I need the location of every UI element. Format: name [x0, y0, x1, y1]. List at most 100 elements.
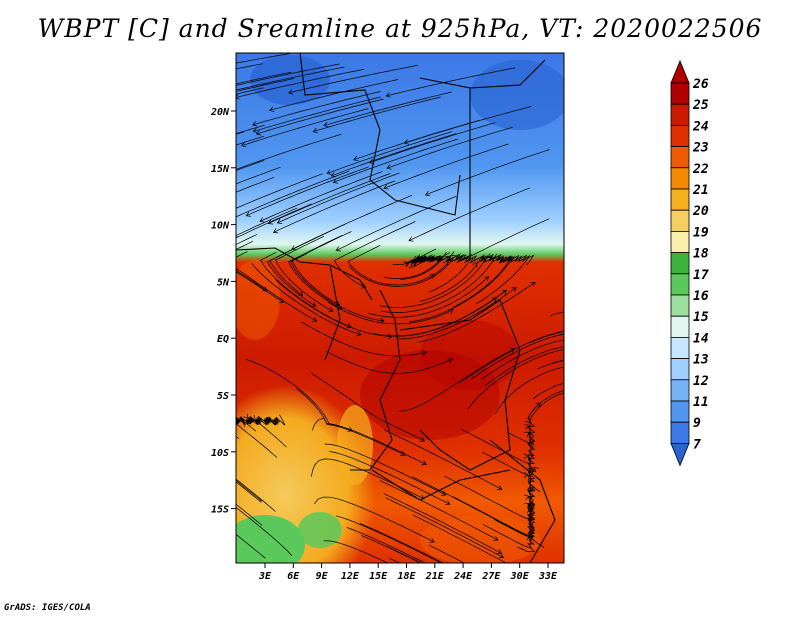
streamline-arrow [447, 255, 454, 261]
streamline-arrow [191, 470, 196, 475]
lon-tick-label: 24E [453, 571, 473, 582]
streamline [533, 382, 564, 399]
streamline-arrow [288, 89, 294, 95]
streamline-arrow [243, 413, 249, 419]
streamline [416, 255, 452, 279]
streamline [333, 138, 459, 183]
lon-tick-label: 33E [538, 571, 558, 582]
streamline-arrow [141, 204, 146, 209]
streamline [408, 256, 514, 323]
streamline-arrow [158, 212, 163, 217]
streamline-arrow [524, 431, 530, 437]
streamline-arrow [311, 316, 318, 322]
streamline [386, 126, 513, 169]
lon-tick-label: 27E [481, 571, 501, 582]
lat-tick-label: 5S [217, 391, 229, 402]
streamline-arrow [210, 88, 215, 93]
streamline [383, 429, 502, 490]
streamline-arrow [387, 333, 393, 340]
streamline [236, 481, 262, 503]
colorbar-label: 11 [693, 395, 709, 410]
streamline-arrow [259, 217, 265, 223]
streamline [483, 503, 535, 550]
streamline-arrow [165, 473, 170, 478]
colorbar-label: 15 [693, 310, 709, 325]
streamline-arrow [188, 254, 193, 258]
streamline-arrow [421, 350, 427, 356]
streamline-arrow [429, 537, 435, 543]
streamline [555, 333, 564, 337]
lon-tick-label: 15E [369, 571, 388, 582]
streamline-arrow [353, 155, 359, 162]
streamline-arrow [511, 287, 517, 293]
colorbar-segment [670, 252, 690, 275]
colorbar-segment [670, 103, 690, 126]
lon-tick-label: 12E [341, 571, 360, 582]
streamline [323, 91, 452, 126]
streamline [335, 195, 457, 251]
streamline [236, 236, 239, 238]
streamline-arrow [531, 575, 535, 580]
colorbar-segment [670, 209, 690, 232]
streamline-arrow [119, 170, 124, 175]
streamline-arrow [252, 127, 258, 134]
streamline-arrow [648, 406, 652, 411]
streamline-arrow [249, 415, 255, 421]
streamline-arrow [334, 300, 341, 306]
wbpt-field [119, 53, 652, 580]
streamline [379, 254, 488, 308]
streamline-arrow [346, 322, 352, 329]
streamline [236, 478, 276, 512]
colorbar: 26 25 24 23 22 21 20 19 18 17 16 15 14 13 12 11 9 7 [670, 59, 709, 467]
streamline [296, 388, 406, 456]
colorbar-label: 17 [693, 268, 709, 283]
streamline [525, 390, 564, 424]
streamline-arrow [483, 276, 489, 282]
streamline [476, 254, 535, 266]
streamline-arrow [506, 255, 513, 261]
streamline-arrow [383, 184, 389, 190]
streamline-arrow [530, 281, 536, 287]
colorbar-segment [670, 273, 690, 296]
lat-tick-label: 15S [211, 505, 229, 516]
colorbar-label: 25 [692, 98, 709, 113]
streamline [252, 91, 381, 126]
streamline-arrow [255, 130, 262, 136]
streamline [414, 557, 426, 563]
streamline-arrow [195, 254, 200, 258]
colorbar-label: 23 [692, 141, 709, 156]
streamline-arrow [524, 494, 530, 501]
streamline [236, 234, 268, 292]
colorbar-segment [670, 230, 690, 253]
streamline [236, 133, 342, 170]
streamline-arrow [481, 254, 487, 260]
streamline-arrow [574, 327, 578, 332]
streamline-arrow [326, 169, 332, 175]
colorbar-segment [670, 82, 690, 105]
colorbar-label: 9 [693, 416, 701, 431]
streamline [236, 423, 278, 458]
streamline [236, 66, 345, 91]
streamline-arrow [497, 485, 503, 491]
streamline-arrow [443, 251, 449, 257]
streamline-arrow [139, 175, 144, 180]
colorbar-label: 19 [693, 225, 709, 240]
streamline-arrow [162, 439, 167, 444]
streamline-arrow [408, 236, 414, 242]
streamline-arrow [599, 336, 603, 341]
streamline [290, 253, 384, 322]
streamline [275, 235, 334, 312]
streamline [236, 160, 265, 171]
streamline-arrow [276, 218, 283, 224]
streamline-arrow [584, 387, 588, 392]
streamline-arrow [588, 329, 592, 334]
streamline [291, 231, 352, 306]
streamline-arrow [523, 453, 529, 459]
latitude-axis: 20N 15N 10N 5N EQ 5S 10S 15S [210, 107, 236, 516]
streamline-arrow [139, 162, 144, 167]
streamline [236, 479, 263, 502]
streamline [347, 245, 435, 286]
streamline-arrow [410, 261, 417, 267]
streamline-arrow [134, 88, 138, 93]
streamline [260, 251, 352, 328]
